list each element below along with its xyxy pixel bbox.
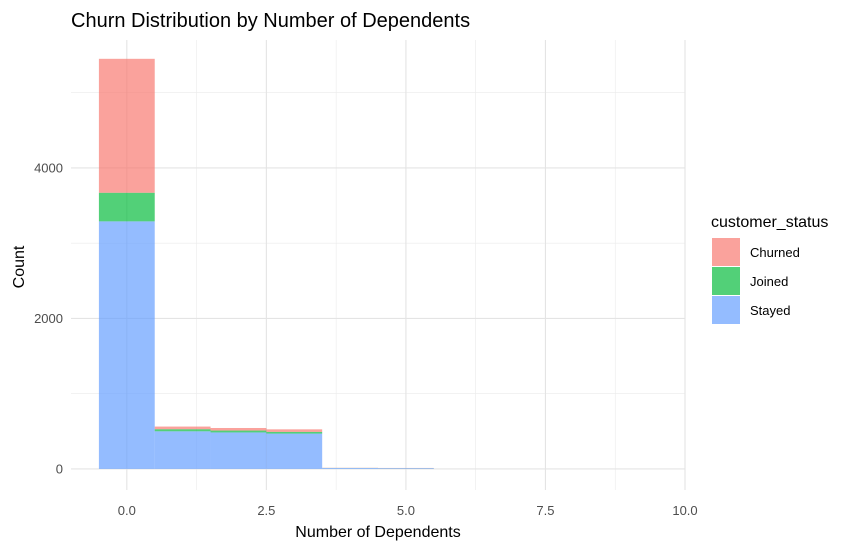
bar-stayed-3 — [266, 434, 322, 469]
bar-churned-3 — [266, 429, 322, 432]
x-tick-labels: 0.0 2.5 5.0 7.5 10.0 — [118, 503, 698, 518]
y-tick-label: 0 — [56, 461, 63, 476]
legend-label-stayed: Stayed — [750, 303, 790, 318]
bar-stayed-5 — [378, 468, 434, 469]
bar-stayed-0 — [99, 221, 155, 469]
x-tick-label: 2.5 — [257, 503, 275, 518]
bar-stayed-2 — [211, 432, 267, 468]
legend-label-joined: Joined — [750, 274, 788, 289]
grid — [71, 40, 685, 490]
y-tick-labels: 0 2000 4000 — [34, 160, 63, 476]
legend-key-stayed — [712, 296, 740, 324]
bar-churned-0 — [99, 59, 155, 193]
legend-key-joined — [712, 267, 740, 295]
bar-joined-0 — [99, 193, 155, 222]
legend-label-churned: Churned — [750, 245, 800, 260]
bar-stayed-1 — [155, 431, 211, 469]
bar-stayed-4 — [322, 468, 378, 469]
legend: customer_status Churned Joined Stayed — [711, 214, 828, 324]
chart-title: Churn Distribution by Number of Dependen… — [71, 10, 470, 32]
x-tick-label: 0.0 — [118, 503, 136, 518]
bar-joined-2 — [211, 431, 267, 433]
x-tick-label: 10.0 — [672, 503, 697, 518]
y-tick-label: 4000 — [34, 160, 63, 175]
legend-items: Churned Joined Stayed — [712, 238, 800, 324]
bar-churned-1 — [155, 427, 211, 430]
bar-joined-3 — [266, 432, 322, 434]
bar-churned-2 — [211, 428, 267, 431]
x-tick-label: 5.0 — [397, 503, 415, 518]
y-tick-label: 2000 — [34, 311, 63, 326]
bar-joined-1 — [155, 429, 211, 431]
y-axis-label: Count — [11, 245, 28, 288]
x-axis-label: Number of Dependents — [295, 524, 460, 541]
legend-title: customer_status — [711, 214, 828, 231]
x-tick-label: 7.5 — [536, 503, 554, 518]
legend-key-churned — [712, 238, 740, 266]
